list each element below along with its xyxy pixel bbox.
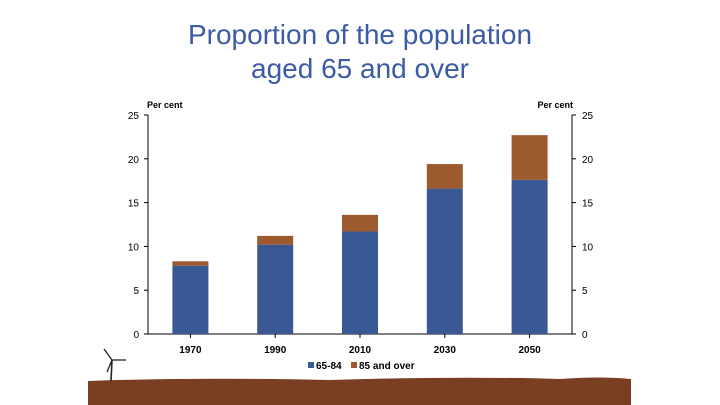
bar-65-84 (172, 265, 209, 334)
bar-85-and-over (342, 214, 378, 232)
legend-label: 85 and over (359, 361, 415, 372)
bar-85-and-over (172, 261, 209, 266)
chart-title: Proportion of the population aged 65 and… (0, 18, 720, 86)
bar-65-84 (257, 244, 294, 334)
title-line-2: aged 65 and over (251, 53, 469, 84)
ground-band (88, 377, 631, 405)
chart-labels: 0 0 5 5 10 10 15 15 20 20 25 25 Per cent Per cent 1970… (128, 100, 594, 356)
y-tick-label-left: 15 (128, 199, 140, 210)
y-tick-label-left: 5 (133, 286, 139, 297)
chart-bars (172, 135, 548, 334)
x-tick-label: 2050 (518, 345, 541, 356)
x-tick-label: 2030 (434, 345, 457, 356)
y-axis-label-right: Per cent (537, 100, 573, 110)
bar-85-and-over (511, 135, 548, 180)
y-tick-label-left: 10 (128, 242, 140, 253)
y-tick-label-right: 15 (582, 199, 594, 210)
y-tick-label-left: 0 (133, 330, 139, 341)
legend-swatch (351, 362, 357, 368)
y-tick-label-left: 20 (128, 155, 140, 166)
chart-legend: 65-84 85 and over (308, 361, 415, 372)
y-tick-label-right: 10 (582, 242, 594, 253)
turbine-blade (106, 359, 113, 373)
x-tick-label: 1970 (179, 345, 202, 356)
y-tick-label-right: 5 (582, 286, 588, 297)
bar-65-84 (511, 179, 548, 334)
y-axis-label-left: Per cent (147, 100, 183, 110)
turbine-blade (103, 348, 113, 361)
bar-85-and-over (257, 235, 294, 245)
bar-65-84 (342, 231, 378, 334)
y-tick-label-right: 0 (582, 330, 588, 341)
ground-strip (88, 377, 631, 405)
legend-swatch (308, 362, 314, 368)
bar-85-and-over (426, 164, 463, 189)
title-line-1: Proportion of the population (187, 19, 533, 50)
x-tick-label: 2010 (349, 345, 372, 356)
y-tick-label-right: 20 (582, 155, 594, 166)
legend-label: 65-84 (316, 361, 342, 372)
turbine-tower (110, 359, 113, 382)
x-tick-label: 1990 (264, 345, 287, 356)
bar-65-84 (426, 188, 463, 334)
y-tick-label-right: 25 (582, 111, 594, 122)
y-tick-label-left: 25 (128, 111, 140, 122)
wind-turbine-icon (103, 348, 126, 382)
